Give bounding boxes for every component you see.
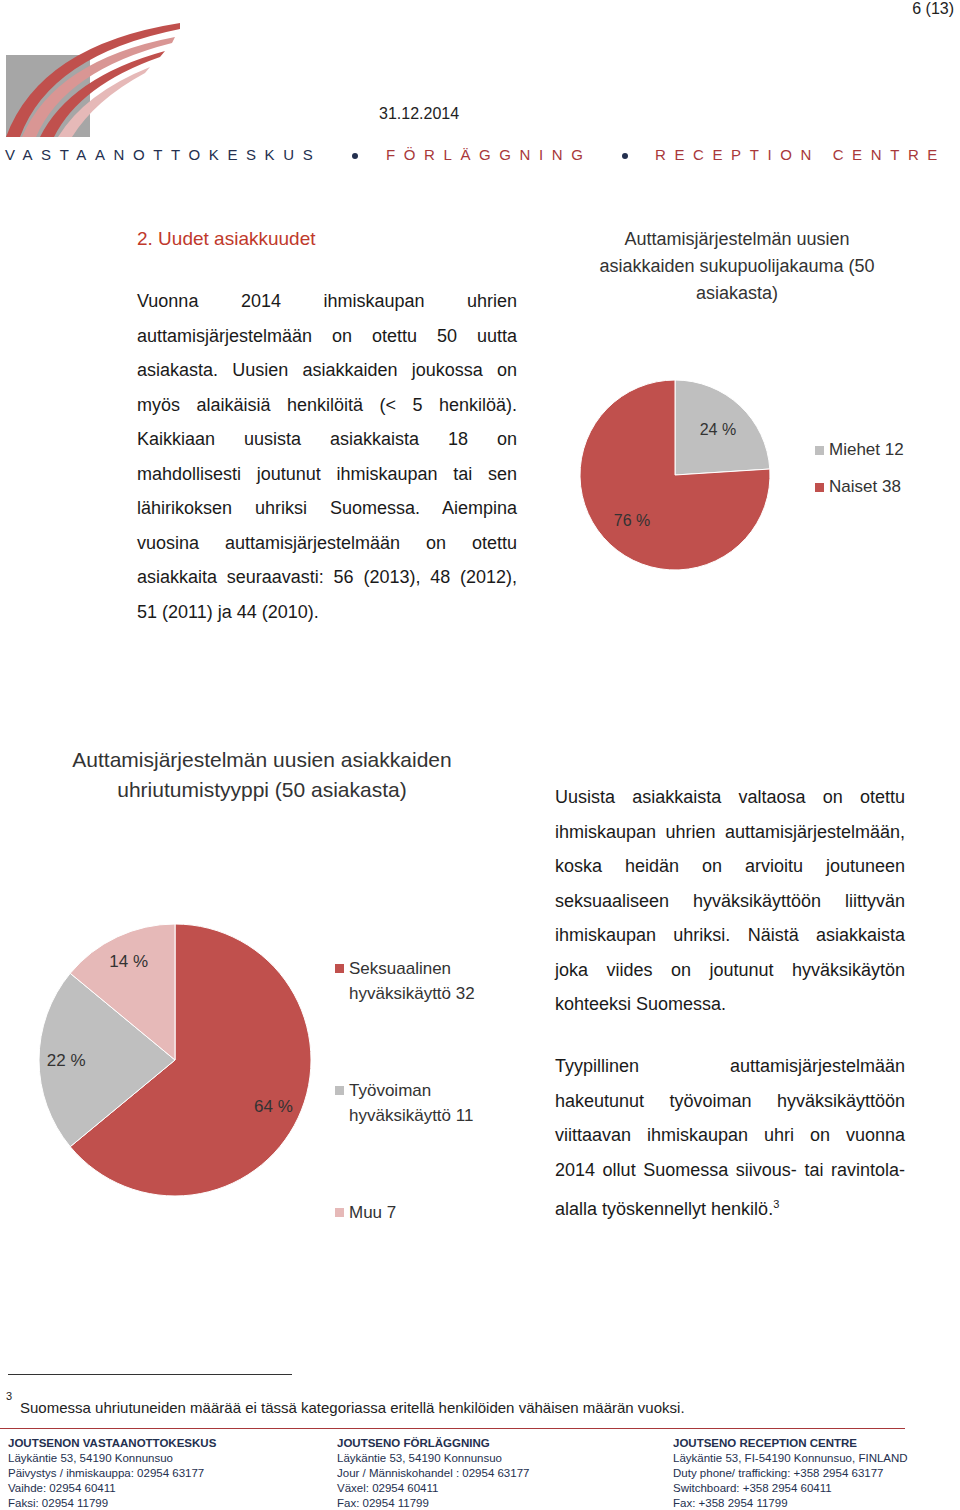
svg-text:76 %: 76 % [614,512,650,529]
html-text:Miehet 12: Miehet 12 [829,440,904,459]
html-text:RECEPTION CENTRE: RECEPTION CENTRE [655,146,946,163]
html-text:JOUTSENON VASTAANOTTOKESKUS: JOUTSENON VASTAANOTTOKESKUS [8,1437,217,1449]
html-text:JOUTSENO FÖRLÄGGNING: JOUTSENO FÖRLÄGGNING [337,1437,490,1449]
html-text:Päivystys / ihmiskauppa: 02954: Päivystys / ihmiskauppa: 02954 63177 [8,1467,205,1479]
html-text:Växel: 02954 60411: Växel: 02954 60411 [337,1482,439,1494]
html-text:Uusista asiakkaista valtaosa o: Uusista asiakkaista valtaosa on otettu i… [555,787,905,1014]
html-text:Fax: 02954 11799: Fax: 02954 11799 [337,1497,429,1509]
html-text:Seksuaalinen hyväksikäyttö 32: Seksuaalinen hyväksikäyttö 32 [349,959,475,1003]
svg-text:14 %: 14 % [109,952,148,971]
html-text:Läykäntie 53, FI-54190 Konnuns: Läykäntie 53, FI-54190 Konnunsuo, FINLAN… [673,1452,908,1464]
svg-text:24 %: 24 % [700,421,736,438]
html-text:Jour / Människohandel : 02954: Jour / Människohandel : 02954 63177 [337,1467,530,1479]
html-text:Naiset 38: Naiset 38 [829,477,901,496]
html-text:3: 3 [6,1390,13,1402]
html-text:Auttamisjärjestelmän uusien as: Auttamisjärjestelmän uusien asiakkaiden … [599,229,875,303]
html-text:Auttamisjärjestelmän uusien as: Auttamisjärjestelmän uusien asiakkaiden … [72,748,452,801]
svg-text:64 %: 64 % [254,1097,293,1116]
html-text:Fax: +358 2954 11799: Fax: +358 2954 11799 [673,1497,788,1509]
svg-text:22 %: 22 % [47,1051,86,1070]
html-text:FÖRLÄGGNING: FÖRLÄGGNING [386,146,592,163]
html-text:Tyypillinen auttamisjärjestelm: Tyypillinen auttamisjärjestelmään hakeut… [555,1056,905,1219]
html-text:Switchboard: +358 2954 60411: Switchboard: +358 2954 60411 [673,1482,832,1494]
html-text:Vuonna 2014 ihmiskaupan uhrien: Vuonna 2014 ihmiskaupan uhrien auttamisj… [137,291,517,622]
html-text:31.12.2014: 31.12.2014 [379,105,460,122]
html-text:Duty phone/ trafficking: +358: Duty phone/ trafficking: +358 2954 63177 [673,1467,884,1479]
html-text:Muu 7: Muu 7 [349,1203,397,1222]
html-text:Faksi: 02954 11799: Faksi: 02954 11799 [8,1497,109,1509]
html-text:VASTAANOTTOKESKUS: VASTAANOTTOKESKUS [5,146,322,163]
html-text:6 (13): 6 (13) [912,0,954,17]
html-text:Läykäntie 53, 54190 Konnunsuo: Läykäntie 53, 54190 Konnunsuo [8,1452,173,1464]
html-text:Suomessa uhriutuneiden määrää: Suomessa uhriutuneiden määrää ei tässä k… [20,1399,685,1416]
html-text:Vaihde: 02954 60411: Vaihde: 02954 60411 [8,1482,116,1494]
html-text:Työvoiman hyväksikäyttö 11: Työvoiman hyväksikäyttö 11 [349,1081,474,1125]
html-text:2. Uudet asiakkuudet: 2. Uudet asiakkuudet [137,228,316,249]
html-text:Läykäntie 53, 54190 Konnunsuo: Läykäntie 53, 54190 Konnunsuo [337,1452,502,1464]
html-text:JOUTSENO RECEPTION CENTRE: JOUTSENO RECEPTION CENTRE [673,1437,857,1449]
